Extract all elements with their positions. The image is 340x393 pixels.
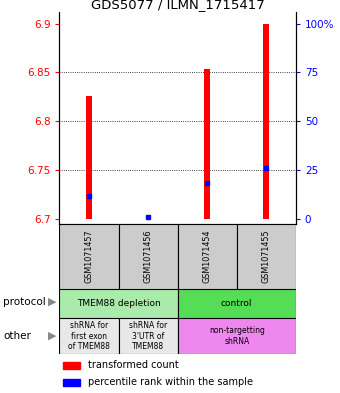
Title: GDS5077 / ILMN_1715417: GDS5077 / ILMN_1715417 [91,0,265,11]
Bar [263,24,269,219]
Text: non-targetting
shRNA: non-targetting shRNA [209,326,265,346]
Text: ▶: ▶ [49,297,57,307]
Text: other: other [3,331,31,341]
Text: TMEM88 depletion: TMEM88 depletion [77,299,160,308]
Bar [59,289,177,318]
Text: percentile rank within the sample: percentile rank within the sample [88,377,253,387]
Bar [177,318,296,354]
Text: GSM1071454: GSM1071454 [203,230,212,283]
Bar [204,68,210,219]
Text: GSM1071456: GSM1071456 [143,230,153,283]
Text: shRNA for
3'UTR of
TMEM88: shRNA for 3'UTR of TMEM88 [129,321,167,351]
Text: control: control [221,299,253,308]
Text: transformed count: transformed count [88,360,179,370]
Bar [119,318,177,354]
Bar [63,362,81,369]
Bar [63,379,81,386]
Bar [177,289,296,318]
Bar [59,224,119,289]
Bar [119,224,177,289]
Text: ▶: ▶ [49,331,57,341]
Text: protocol: protocol [3,297,46,307]
Text: GSM1071455: GSM1071455 [262,230,271,283]
Text: shRNA for
first exon
of TMEM88: shRNA for first exon of TMEM88 [68,321,110,351]
Text: GSM1071457: GSM1071457 [85,230,94,283]
Bar [86,96,92,219]
Bar [177,224,237,289]
Bar [237,224,296,289]
Bar [59,318,119,354]
